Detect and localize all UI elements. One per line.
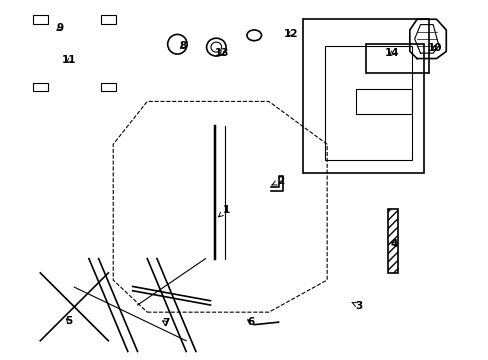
Text: 2: 2 (271, 176, 284, 186)
Text: 12: 12 (283, 28, 297, 39)
Bar (33, 83, 47, 91)
Bar (101, 83, 116, 91)
Text: 4: 4 (390, 239, 397, 249)
Text: 13: 13 (214, 48, 229, 58)
Text: 6: 6 (247, 317, 254, 327)
Text: 11: 11 (62, 55, 77, 65)
Polygon shape (387, 208, 397, 273)
Bar (101, 15, 116, 23)
Text: 9: 9 (56, 23, 63, 33)
Bar (33, 15, 47, 23)
Text: 8: 8 (179, 41, 186, 51)
Text: 3: 3 (351, 301, 362, 311)
Text: 7: 7 (162, 318, 169, 328)
Text: 1: 1 (218, 205, 229, 217)
Text: 10: 10 (427, 43, 442, 53)
Text: 14: 14 (384, 48, 399, 58)
Text: 5: 5 (65, 316, 72, 326)
